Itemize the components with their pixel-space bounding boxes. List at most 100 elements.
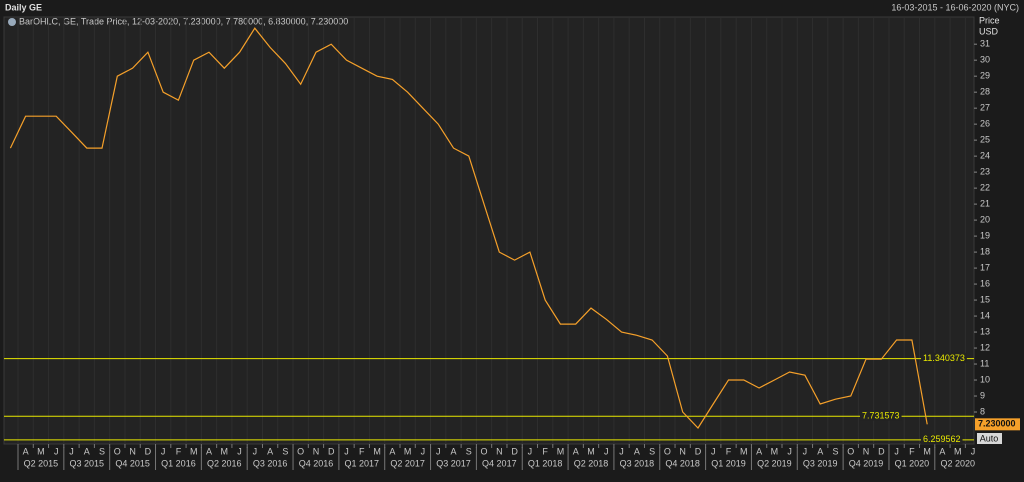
- month-label: O: [114, 446, 121, 456]
- month-label: O: [664, 446, 671, 456]
- month-label: J: [421, 446, 426, 456]
- quarter-label: Q3 2016: [253, 458, 288, 468]
- month-label: A: [756, 446, 762, 456]
- quarter-label: Q2 2016: [207, 458, 242, 468]
- auto-button[interactable]: [977, 433, 1002, 444]
- y-tick-label: 26: [980, 119, 990, 129]
- month-label: O: [847, 446, 854, 456]
- month-label: O: [297, 446, 304, 456]
- month-label: J: [619, 446, 624, 456]
- y-tick-label: 15: [980, 294, 990, 304]
- quarter-label: Q1 2020: [895, 458, 930, 468]
- month-label: A: [817, 446, 823, 456]
- y-tick-label: 17: [980, 262, 990, 272]
- y-tick-label: 23: [980, 167, 990, 177]
- month-label: A: [267, 446, 273, 456]
- y-tick-label: 27: [980, 103, 990, 113]
- date-range: 16-03-2015 - 16-06-2020 (NYC): [891, 2, 1019, 12]
- quarter-label: Q1 2016: [161, 458, 196, 468]
- month-label: F: [542, 446, 548, 456]
- quarter-label: Q4 2019: [849, 458, 884, 468]
- chart-title: Daily GE: [5, 2, 42, 12]
- y-tick-label: 8: [980, 406, 985, 416]
- quarter-label: Q1 2018: [528, 458, 563, 468]
- y-tick-label: 22: [980, 182, 990, 192]
- y-tick-label: 31: [980, 39, 990, 49]
- month-label: J: [787, 446, 792, 456]
- month-label: J: [344, 446, 349, 456]
- y-tick-label: 18: [980, 246, 990, 256]
- month-label: S: [832, 446, 838, 456]
- month-label: A: [389, 446, 395, 456]
- quarter-label: Q2 2020: [940, 458, 975, 468]
- month-label: M: [771, 446, 779, 456]
- level-label: 6.259562: [923, 434, 961, 444]
- month-label: S: [282, 446, 288, 456]
- quarter-label: Q2 2015: [24, 458, 59, 468]
- last-price-bg: [975, 418, 1020, 431]
- quarter-label: Q4 2017: [482, 458, 517, 468]
- y-tick-label: 21: [980, 198, 990, 208]
- y-tick-label: 14: [980, 310, 990, 320]
- month-label: D: [695, 446, 702, 456]
- month-label: J: [237, 446, 242, 456]
- y-tick-label: 30: [980, 55, 990, 65]
- quarter-label: Q2 2018: [574, 458, 609, 468]
- month-label: N: [679, 446, 686, 456]
- month-label: J: [253, 446, 258, 456]
- month-label: J: [161, 446, 166, 456]
- legend-icon: [8, 18, 16, 26]
- quarter-label: Q2 2019: [757, 458, 792, 468]
- month-label: A: [23, 446, 29, 456]
- quarter-label: Q4 2015: [115, 458, 150, 468]
- quarter-label: Q4 2018: [665, 458, 700, 468]
- month-label: M: [221, 446, 229, 456]
- y-tick-label: 24: [980, 151, 990, 161]
- legend-entry: BarOHLC, GE, Trade Price, 12-03-2020, 7.…: [19, 16, 348, 26]
- y-tick-label: 13: [980, 326, 990, 336]
- month-label: M: [373, 446, 381, 456]
- month-label: F: [726, 446, 732, 456]
- month-label: D: [878, 446, 885, 456]
- price-line: [9, 27, 928, 429]
- level-label: 11.340373: [923, 353, 965, 363]
- month-label: S: [466, 446, 472, 456]
- month-label: A: [634, 446, 640, 456]
- y-tick-label: 10: [980, 374, 990, 384]
- month-label: M: [190, 446, 198, 456]
- month-label: S: [649, 446, 655, 456]
- month-label: O: [481, 446, 488, 456]
- y-axis-label: Price: [979, 15, 1000, 25]
- month-label: M: [37, 446, 45, 456]
- month-label: J: [69, 446, 74, 456]
- month-label: A: [939, 446, 945, 456]
- auto-button-label[interactable]: Auto: [980, 433, 999, 443]
- month-label: J: [604, 446, 609, 456]
- y-tick-label: 16: [980, 278, 990, 288]
- month-label: J: [894, 446, 899, 456]
- month-label: D: [145, 446, 152, 456]
- last-price-label: 7.230000: [978, 419, 1016, 429]
- month-label: M: [587, 446, 595, 456]
- month-label: N: [313, 446, 320, 456]
- month-label: M: [954, 446, 962, 456]
- y-tick-label: 28: [980, 87, 990, 97]
- quarter-label: Q3 2017: [436, 458, 471, 468]
- quarter-label: Q3 2015: [69, 458, 104, 468]
- month-label: J: [971, 446, 976, 456]
- quarter-label: Q3 2018: [620, 458, 655, 468]
- month-label: J: [54, 446, 59, 456]
- month-label: N: [129, 446, 136, 456]
- level-label-bg: [860, 410, 902, 421]
- month-label: N: [496, 446, 503, 456]
- y-tick-label: 11: [980, 358, 989, 368]
- month-label: A: [84, 446, 90, 456]
- month-label: J: [711, 446, 716, 456]
- month-label: F: [909, 446, 915, 456]
- y-tick-label: 29: [980, 71, 990, 81]
- plot-area: [3, 16, 975, 445]
- month-label: M: [740, 446, 748, 456]
- month-label: J: [803, 446, 808, 456]
- quarter-label: Q3 2019: [803, 458, 838, 468]
